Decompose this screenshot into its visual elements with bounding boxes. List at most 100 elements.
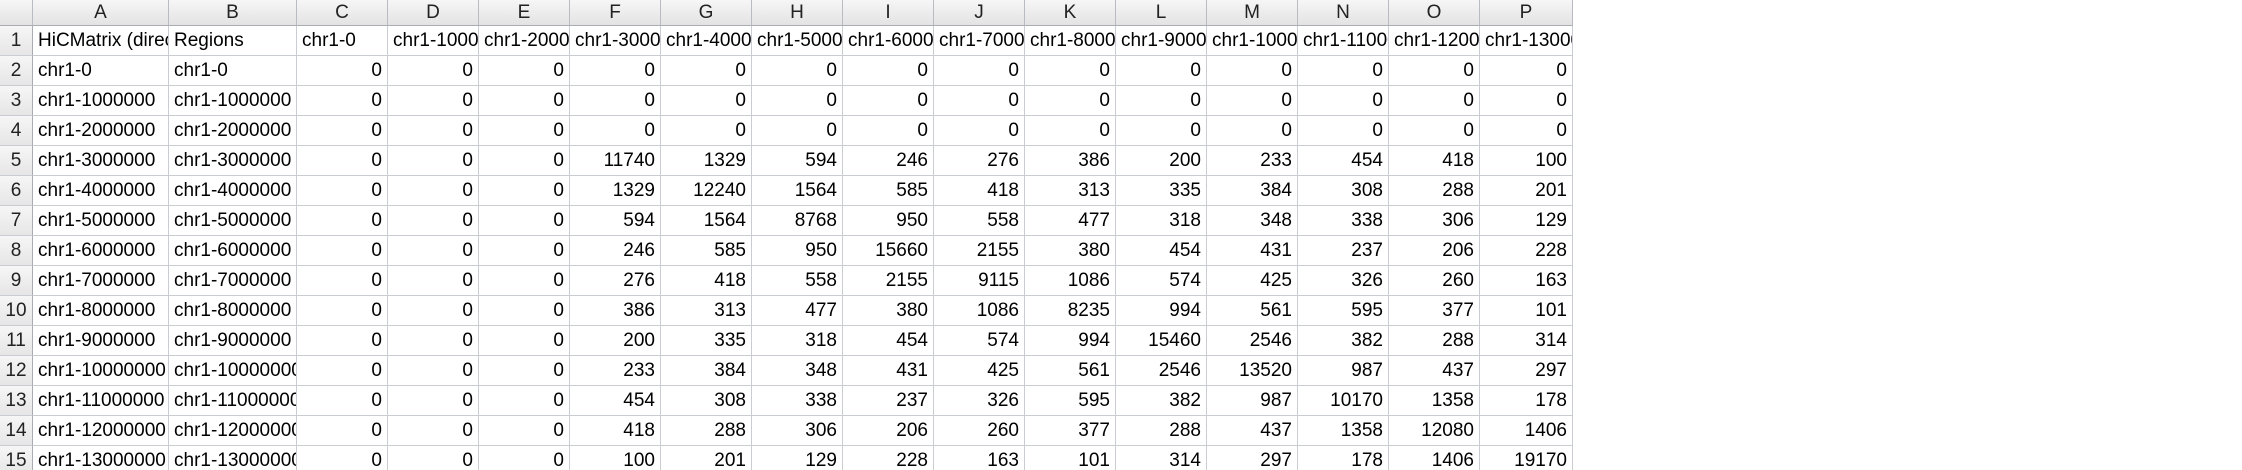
cell-a13[interactable]: chr1-11000000 xyxy=(33,386,169,416)
cell-n7[interactable]: 338 xyxy=(1298,206,1389,236)
cell-g1[interactable]: chr1-4000000 xyxy=(661,26,752,56)
cell-e14[interactable]: 0 xyxy=(479,416,570,446)
cell-a4[interactable]: chr1-2000000 xyxy=(33,116,169,146)
cell-o12[interactable]: 437 xyxy=(1389,356,1480,386)
cell-k13[interactable]: 595 xyxy=(1025,386,1116,416)
cell-h10[interactable]: 477 xyxy=(752,296,843,326)
cell-b12[interactable]: chr1-10000000 xyxy=(169,356,297,386)
row-header[interactable]: 3 xyxy=(0,86,33,116)
cell-d8[interactable]: 0 xyxy=(388,236,479,266)
cell-g3[interactable]: 0 xyxy=(661,86,752,116)
cell-l11[interactable]: 15460 xyxy=(1116,326,1207,356)
cell-f11[interactable]: 200 xyxy=(570,326,661,356)
cell-a1[interactable]: HiCMatrix (directory=...) xyxy=(33,26,169,56)
cell-a10[interactable]: chr1-8000000 xyxy=(33,296,169,326)
cell-f2[interactable]: 0 xyxy=(570,56,661,86)
cell-j15[interactable]: 163 xyxy=(934,446,1025,470)
cell-k5[interactable]: 386 xyxy=(1025,146,1116,176)
cell-i5[interactable]: 246 xyxy=(843,146,934,176)
cell-c11[interactable]: 0 xyxy=(297,326,388,356)
cell-d7[interactable]: 0 xyxy=(388,206,479,236)
cell-b11[interactable]: chr1-9000000 xyxy=(169,326,297,356)
cell-h14[interactable]: 306 xyxy=(752,416,843,446)
cell-c3[interactable]: 0 xyxy=(297,86,388,116)
cell-c10[interactable]: 0 xyxy=(297,296,388,326)
cell-n1[interactable]: chr1-11000000 xyxy=(1298,26,1389,56)
cell-k2[interactable]: 0 xyxy=(1025,56,1116,86)
cell-c13[interactable]: 0 xyxy=(297,386,388,416)
cell-i3[interactable]: 0 xyxy=(843,86,934,116)
cell-l7[interactable]: 318 xyxy=(1116,206,1207,236)
column-header-f[interactable]: F xyxy=(570,0,661,26)
cell-i12[interactable]: 431 xyxy=(843,356,934,386)
cell-f4[interactable]: 0 xyxy=(570,116,661,146)
cell-i11[interactable]: 454 xyxy=(843,326,934,356)
cell-d15[interactable]: 0 xyxy=(388,446,479,470)
cell-a7[interactable]: chr1-5000000 xyxy=(33,206,169,236)
cell-l9[interactable]: 574 xyxy=(1116,266,1207,296)
cell-f14[interactable]: 418 xyxy=(570,416,661,446)
row-header[interactable]: 12 xyxy=(0,356,33,386)
cell-j6[interactable]: 418 xyxy=(934,176,1025,206)
cell-k9[interactable]: 1086 xyxy=(1025,266,1116,296)
cell-j4[interactable]: 0 xyxy=(934,116,1025,146)
cell-p4[interactable]: 0 xyxy=(1480,116,1573,146)
cell-l2[interactable]: 0 xyxy=(1116,56,1207,86)
column-header-h[interactable]: H xyxy=(752,0,843,26)
cell-o10[interactable]: 377 xyxy=(1389,296,1480,326)
row-header[interactable]: 1 xyxy=(0,26,33,56)
cell-c9[interactable]: 0 xyxy=(297,266,388,296)
row-header[interactable]: 10 xyxy=(0,296,33,326)
cell-j12[interactable]: 425 xyxy=(934,356,1025,386)
cell-j2[interactable]: 0 xyxy=(934,56,1025,86)
cell-p8[interactable]: 228 xyxy=(1480,236,1573,266)
cell-m8[interactable]: 431 xyxy=(1207,236,1298,266)
cell-a6[interactable]: chr1-4000000 xyxy=(33,176,169,206)
cell-d10[interactable]: 0 xyxy=(388,296,479,326)
cell-a5[interactable]: chr1-3000000 xyxy=(33,146,169,176)
row-header[interactable]: 13 xyxy=(0,386,33,416)
cell-g11[interactable]: 335 xyxy=(661,326,752,356)
cell-e12[interactable]: 0 xyxy=(479,356,570,386)
cell-e8[interactable]: 0 xyxy=(479,236,570,266)
cell-b13[interactable]: chr1-11000000 xyxy=(169,386,297,416)
cell-i8[interactable]: 15660 xyxy=(843,236,934,266)
cell-m14[interactable]: 437 xyxy=(1207,416,1298,446)
cell-k10[interactable]: 8235 xyxy=(1025,296,1116,326)
cell-c12[interactable]: 0 xyxy=(297,356,388,386)
cell-o11[interactable]: 288 xyxy=(1389,326,1480,356)
column-header-m[interactable]: M xyxy=(1207,0,1298,26)
cell-d1[interactable]: chr1-1000000 xyxy=(388,26,479,56)
cell-o6[interactable]: 288 xyxy=(1389,176,1480,206)
row-header[interactable]: 2 xyxy=(0,56,33,86)
row-header[interactable]: 6 xyxy=(0,176,33,206)
cell-i7[interactable]: 950 xyxy=(843,206,934,236)
cell-j10[interactable]: 1086 xyxy=(934,296,1025,326)
cell-n4[interactable]: 0 xyxy=(1298,116,1389,146)
cell-h15[interactable]: 129 xyxy=(752,446,843,470)
cell-e1[interactable]: chr1-2000000 xyxy=(479,26,570,56)
cell-f10[interactable]: 386 xyxy=(570,296,661,326)
cell-n11[interactable]: 382 xyxy=(1298,326,1389,356)
cell-h2[interactable]: 0 xyxy=(752,56,843,86)
cell-e13[interactable]: 0 xyxy=(479,386,570,416)
cell-a12[interactable]: chr1-10000000 xyxy=(33,356,169,386)
cell-i13[interactable]: 237 xyxy=(843,386,934,416)
cell-d5[interactable]: 0 xyxy=(388,146,479,176)
cell-b8[interactable]: chr1-6000000 xyxy=(169,236,297,266)
cell-p11[interactable]: 314 xyxy=(1480,326,1573,356)
column-header-b[interactable]: B xyxy=(169,0,297,26)
column-header-c[interactable]: C xyxy=(297,0,388,26)
cell-b9[interactable]: chr1-7000000 xyxy=(169,266,297,296)
cell-f6[interactable]: 1329 xyxy=(570,176,661,206)
cell-h9[interactable]: 558 xyxy=(752,266,843,296)
cell-o1[interactable]: chr1-12000000 xyxy=(1389,26,1480,56)
cell-e5[interactable]: 0 xyxy=(479,146,570,176)
cell-b3[interactable]: chr1-1000000 xyxy=(169,86,297,116)
cell-h13[interactable]: 338 xyxy=(752,386,843,416)
cell-n10[interactable]: 595 xyxy=(1298,296,1389,326)
cell-m7[interactable]: 348 xyxy=(1207,206,1298,236)
cell-g12[interactable]: 384 xyxy=(661,356,752,386)
cell-j11[interactable]: 574 xyxy=(934,326,1025,356)
cell-l15[interactable]: 314 xyxy=(1116,446,1207,470)
